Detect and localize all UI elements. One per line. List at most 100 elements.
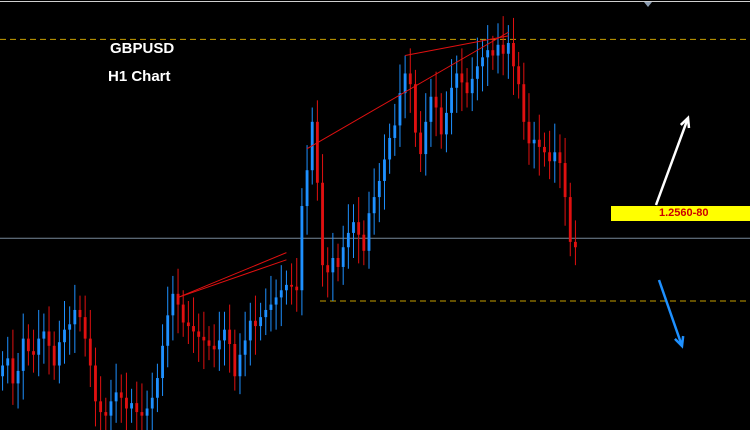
candle-body [26, 338, 30, 352]
candle-body [517, 66, 521, 85]
candle-body [140, 412, 144, 416]
candle-body [486, 50, 490, 58]
candle-body [212, 345, 216, 350]
candle-body [315, 121, 319, 183]
bearish-arrow-icon-head [674, 335, 685, 349]
candle-body [285, 284, 288, 291]
candle-body [192, 326, 195, 332]
candle-body [346, 232, 350, 248]
bullish-arrow-icon [654, 117, 690, 206]
candle-body [522, 84, 526, 122]
candle-body [52, 345, 56, 366]
bullish-arrow-icon-head [679, 115, 691, 129]
candle-body [393, 125, 397, 138]
candle-body [352, 222, 355, 233]
upper-channel-upper-line [306, 31, 509, 150]
candle-body [269, 304, 273, 310]
chart-shift-marker-icon [644, 2, 652, 7]
candle-body [398, 93, 402, 126]
candle-body [408, 73, 412, 85]
candle-body [233, 344, 237, 377]
candle-body [429, 96, 433, 122]
candle-body [491, 50, 495, 56]
upper-channel-lower-line [405, 35, 509, 57]
candle-body [543, 146, 546, 153]
candle-body [254, 320, 257, 327]
candle-body [223, 329, 226, 341]
candle-body [114, 392, 118, 402]
candle-body [377, 180, 381, 198]
candle-body [305, 170, 309, 207]
candle-body [83, 317, 87, 339]
candle-body [341, 247, 345, 267]
candle-body [434, 96, 438, 108]
candle-body [321, 182, 324, 266]
candle-body [336, 258, 340, 267]
candle-body [274, 297, 278, 305]
candle-body [125, 397, 128, 409]
candle-body [238, 354, 242, 377]
candle-body [357, 222, 361, 235]
candle-body [532, 139, 536, 144]
candle-body [455, 73, 459, 88]
candle-body [47, 331, 51, 346]
candle-body [326, 265, 330, 273]
candle-body [537, 139, 541, 147]
candle-body [99, 401, 103, 413]
candle-body [73, 309, 77, 325]
candle-body [279, 290, 283, 298]
candle-body [403, 73, 407, 94]
candle-body [176, 293, 180, 305]
candle-body [512, 43, 515, 67]
candle-body [388, 137, 392, 160]
candle-body [300, 206, 304, 291]
candle-body [450, 87, 453, 113]
candle-body [1, 365, 4, 377]
candle-body [248, 320, 252, 341]
candle-body [130, 403, 134, 409]
candle-body [32, 351, 35, 355]
candle-body [264, 309, 268, 318]
candle-body [166, 315, 170, 346]
candle-body [383, 159, 386, 181]
candle-body [470, 78, 474, 94]
candle-body [496, 44, 500, 56]
candle-body [202, 336, 206, 341]
timeframe-label: H1 Chart [108, 68, 171, 85]
candle-body [424, 121, 428, 155]
candle-body [42, 331, 46, 339]
candle-body [331, 258, 335, 273]
candle-body [460, 73, 464, 83]
candle-body [414, 84, 417, 133]
candle-body [78, 309, 82, 318]
candle-body [11, 358, 15, 384]
lower-channel-upper-line [177, 259, 287, 298]
candle-body [186, 322, 190, 327]
candle-body [259, 317, 263, 327]
candle-body [506, 43, 510, 54]
candle-body [57, 342, 61, 366]
candle-body [243, 340, 247, 355]
candle-body [419, 132, 423, 155]
candle-body [161, 345, 164, 379]
symbol-title: GBPUSD [110, 40, 175, 57]
candle-body [362, 234, 366, 251]
candle-body [119, 392, 123, 398]
price-level-badge: 1.2560-80 [611, 206, 750, 221]
candle-body [37, 338, 41, 355]
candle-body [16, 370, 20, 384]
candle-body [197, 331, 201, 337]
candle-body [465, 82, 469, 94]
candle-body [217, 340, 221, 350]
candle-body [367, 213, 371, 251]
candle-body [568, 197, 572, 242]
candle-body [94, 365, 97, 402]
candle-body [475, 66, 479, 79]
candle-body [548, 152, 552, 162]
candle-body [155, 378, 159, 398]
candle-body [295, 286, 299, 291]
candle-body [171, 293, 175, 316]
candle-body [553, 152, 557, 162]
candle-body [104, 412, 108, 416]
candle-body [290, 284, 293, 287]
